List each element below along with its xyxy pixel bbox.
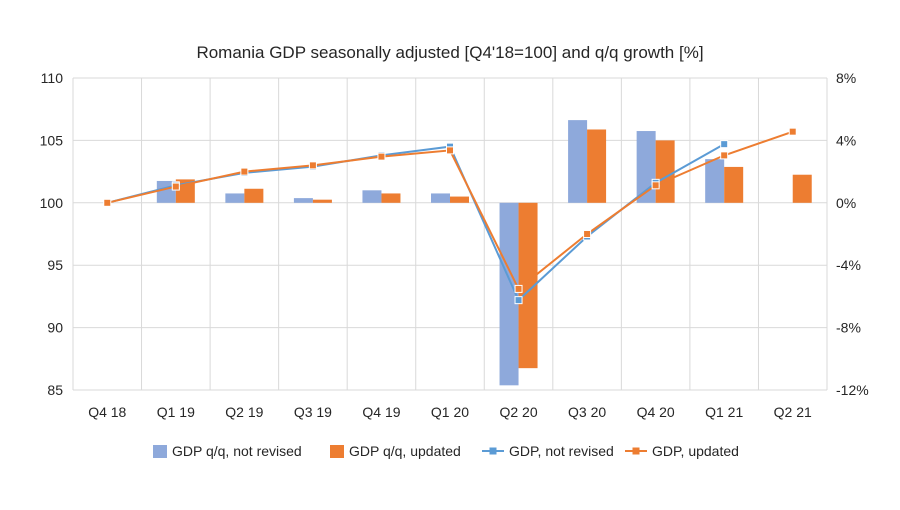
bar xyxy=(724,166,744,203)
x-tick-label: Q4 19 xyxy=(362,404,400,420)
line-point xyxy=(240,167,249,176)
y-left-tick-label: 105 xyxy=(40,132,64,148)
line-point xyxy=(308,161,317,170)
bar xyxy=(244,188,264,203)
y-left-tick-label: 90 xyxy=(47,320,63,336)
bar xyxy=(568,120,588,203)
legend-swatch xyxy=(153,445,167,458)
bar xyxy=(293,198,313,203)
gridlines xyxy=(72,77,828,391)
x-tick-label: Q4 18 xyxy=(88,404,126,420)
x-tick-label: Q2 20 xyxy=(499,404,537,420)
legend-label: GDP q/q, not revised xyxy=(172,443,302,459)
bars xyxy=(156,120,812,386)
bar xyxy=(587,129,607,203)
line-point xyxy=(583,230,592,238)
bar xyxy=(431,193,450,203)
bar xyxy=(518,202,538,369)
x-tick-label: Q2 19 xyxy=(225,404,263,420)
y-left-tick-label: 110 xyxy=(41,70,64,86)
x-tick-label: Q1 19 xyxy=(157,404,195,420)
y-right-tick-label: -8% xyxy=(836,320,861,336)
bar xyxy=(655,140,675,203)
y-right-tick-label: -12% xyxy=(836,382,869,398)
line-point xyxy=(720,140,729,149)
y-right-tick-label: 8% xyxy=(836,70,856,86)
y-left-tick-label: 100 xyxy=(40,195,64,211)
y-right-tick-label: 0% xyxy=(836,195,856,211)
bar xyxy=(636,131,656,203)
chart-title: Romania GDP seasonally adjusted [Q4'18=1… xyxy=(196,43,703,62)
bar xyxy=(792,174,812,203)
x-tick-label: Q3 20 xyxy=(568,404,606,420)
line-point xyxy=(103,198,112,207)
bar xyxy=(362,190,382,203)
y-right-tick-label: -4% xyxy=(836,257,861,273)
bar xyxy=(312,199,332,203)
y-left-tick-label: 95 xyxy=(47,257,63,273)
legend-label: GDP q/q, updated xyxy=(349,443,461,459)
line-point xyxy=(788,127,797,136)
line-point xyxy=(377,152,386,161)
bar xyxy=(499,202,519,386)
bar xyxy=(381,193,401,203)
line-point xyxy=(171,182,180,191)
legend-swatch xyxy=(330,445,344,458)
x-tick-label: Q3 19 xyxy=(294,404,332,420)
bar xyxy=(705,159,725,203)
x-tick-label: Q1 21 xyxy=(705,404,743,420)
line-point xyxy=(651,181,660,190)
line-point xyxy=(514,296,523,305)
lines xyxy=(103,127,797,305)
y-left-tick-label: 85 xyxy=(47,382,63,398)
bar xyxy=(450,196,469,203)
bar xyxy=(225,193,245,203)
legend-label: GDP, updated xyxy=(652,443,739,459)
legend: GDP q/q, not revised GDP q/q, updated GDP,… xyxy=(153,443,739,459)
legend-marker xyxy=(632,447,640,455)
x-tick-label: Q2 21 xyxy=(774,404,812,420)
line-point xyxy=(514,284,523,293)
line-point xyxy=(446,146,454,155)
x-tick-label: Q4 20 xyxy=(637,404,675,420)
line-point xyxy=(720,151,729,160)
x-tick-label: Q1 20 xyxy=(431,404,469,420)
axes: 85 90 95 100 105 110 -12% -8% -4% 0% 4% 8% Q4 18 Q1 1… xyxy=(40,70,869,420)
legend-label: GDP, not revised xyxy=(509,443,614,459)
y-right-tick-label: 4% xyxy=(836,132,856,148)
legend-marker xyxy=(489,447,497,455)
